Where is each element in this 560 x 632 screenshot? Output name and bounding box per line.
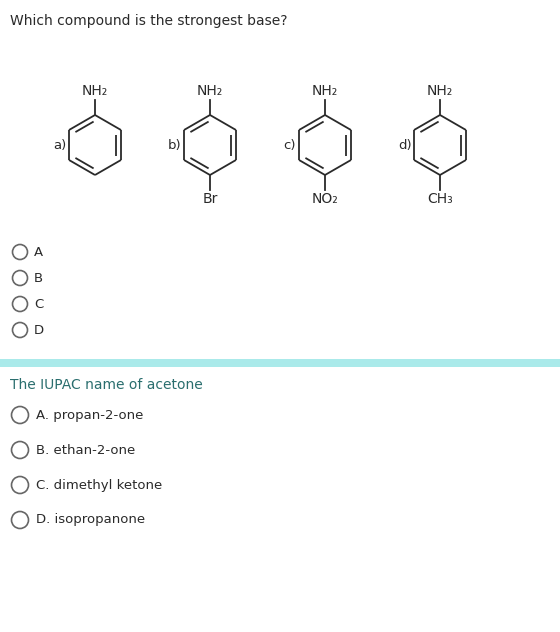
Text: C. dimethyl ketone: C. dimethyl ketone: [36, 478, 162, 492]
Text: NO₂: NO₂: [311, 192, 338, 206]
Text: b): b): [168, 138, 181, 152]
Text: CH₃: CH₃: [427, 192, 453, 206]
Text: B. ethan-2-one: B. ethan-2-one: [36, 444, 136, 456]
Text: a): a): [53, 138, 66, 152]
Text: D. isopropanone: D. isopropanone: [36, 513, 145, 526]
Text: c): c): [283, 138, 296, 152]
Text: The IUPAC name of acetone: The IUPAC name of acetone: [10, 378, 203, 392]
Text: Br: Br: [202, 192, 218, 206]
Text: A: A: [34, 245, 43, 258]
Text: Which compound is the strongest base?: Which compound is the strongest base?: [10, 14, 287, 28]
Bar: [0, 359, 560, 367]
Text: C: C: [34, 298, 43, 310]
Text: NH₂: NH₂: [82, 84, 108, 98]
Text: A. propan-2-one: A. propan-2-one: [36, 408, 143, 422]
Text: NH₂: NH₂: [197, 84, 223, 98]
Text: D: D: [34, 324, 44, 336]
Text: NH₂: NH₂: [312, 84, 338, 98]
Text: NH₂: NH₂: [427, 84, 453, 98]
Text: d): d): [398, 138, 412, 152]
Text: B: B: [34, 272, 43, 284]
